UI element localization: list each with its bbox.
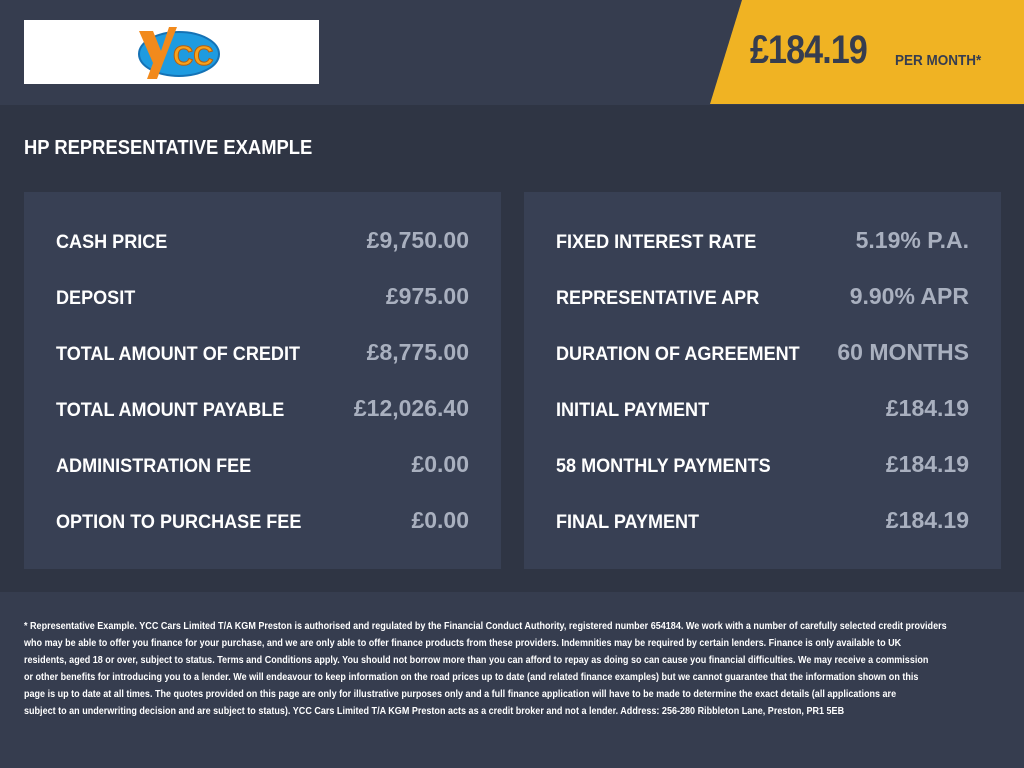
row-label: FIXED INTEREST RATE <box>556 232 757 253</box>
row-label: TOTAL AMOUNT OF CREDIT <box>56 344 301 365</box>
row-label: FINAL PAYMENT <box>556 512 700 533</box>
row-value: £184.19 <box>885 507 969 533</box>
row-label: CASH PRICE <box>56 232 168 253</box>
finance-row: OPTION TO PURCHASE FEE £0.00 <box>56 500 469 556</box>
disclaimer-line: page is up to date at all times. The quo… <box>24 688 897 700</box>
disclaimer-line: * Representative Example. YCC Cars Limit… <box>24 620 947 632</box>
finance-panel-right: FIXED INTEREST RATE 5.19% P.A. REPRESENTAT… <box>524 192 1001 569</box>
disclaimer-line: who may be able to offer you finance for… <box>24 637 902 649</box>
header: CC £184.19 PER MONTH* <box>0 0 1024 105</box>
row-label: TOTAL AMOUNT PAYABLE <box>56 400 285 421</box>
row-value: £12,026.40 <box>353 395 469 421</box>
row-label: INITIAL PAYMENT <box>556 400 710 421</box>
row-label: DEPOSIT <box>56 288 136 309</box>
logo-text: CC <box>173 40 213 71</box>
finance-row: TOTAL AMOUNT PAYABLE £12,026.40 <box>56 388 469 444</box>
row-value: £184.19 <box>885 395 969 421</box>
finance-row: REPRESENTATIVE APR 9.90% APR <box>556 276 969 332</box>
row-label: OPTION TO PURCHASE FEE <box>56 512 302 533</box>
monthly-price-banner: £184.19 PER MONTH* <box>710 0 1024 104</box>
row-value: £975.00 <box>385 283 469 309</box>
row-value: £8,775.00 <box>366 339 469 365</box>
finance-row: ADMINISTRATION FEE £0.00 <box>56 444 469 500</box>
disclaimer-line: residents, aged 18 or over, subject to s… <box>24 654 929 666</box>
row-value: 5.19% P.A. <box>855 227 969 253</box>
finance-row: DURATION OF AGREEMENT 60 MONTHS <box>556 332 969 388</box>
finance-row: 58 MONTHLY PAYMENTS £184.19 <box>556 444 969 500</box>
finance-row: INITIAL PAYMENT £184.19 <box>556 388 969 444</box>
row-value: £0.00 <box>411 451 469 477</box>
finance-row: TOTAL AMOUNT OF CREDIT £8,775.00 <box>56 332 469 388</box>
section-title: HP REPRESENTATIVE EXAMPLE <box>24 137 313 159</box>
row-value: 9.90% APR <box>849 283 969 309</box>
row-label: REPRESENTATIVE APR <box>556 288 760 309</box>
monthly-price: £184.19 <box>750 28 868 72</box>
ycc-logo: CC <box>24 20 319 84</box>
disclaimer: * Representative Example. YCC Cars Limit… <box>0 592 1024 768</box>
finance-row: CASH PRICE £9,750.00 <box>56 220 469 276</box>
per-month-label: PER MONTH* <box>895 52 982 69</box>
row-value: £0.00 <box>411 507 469 533</box>
row-label: 58 MONTHLY PAYMENTS <box>556 456 771 477</box>
row-value: 60 MONTHS <box>837 339 969 365</box>
disclaimer-line: subject to an underwriting decision and … <box>24 705 845 717</box>
row-label: ADMINISTRATION FEE <box>56 456 252 477</box>
ycc-logo-image: CC <box>137 27 220 79</box>
row-value: £184.19 <box>885 451 969 477</box>
finance-row: FINAL PAYMENT £184.19 <box>556 500 969 556</box>
finance-row: DEPOSIT £975.00 <box>56 276 469 332</box>
row-label: DURATION OF AGREEMENT <box>556 344 800 365</box>
finance-row: FIXED INTEREST RATE 5.19% P.A. <box>556 220 969 276</box>
row-value: £9,750.00 <box>366 227 469 253</box>
finance-panel-left: CASH PRICE £9,750.00 DEPOSIT £975.00 TOTAL A… <box>24 192 501 569</box>
disclaimer-line: or other benefits for introducing you to… <box>24 671 919 683</box>
